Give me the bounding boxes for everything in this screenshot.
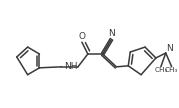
Text: O: O bbox=[78, 32, 85, 41]
Text: CH₃: CH₃ bbox=[154, 67, 168, 73]
Text: N: N bbox=[166, 44, 173, 52]
Text: N: N bbox=[108, 29, 115, 38]
Text: NH: NH bbox=[64, 62, 78, 71]
Text: CH₃: CH₃ bbox=[165, 67, 178, 73]
